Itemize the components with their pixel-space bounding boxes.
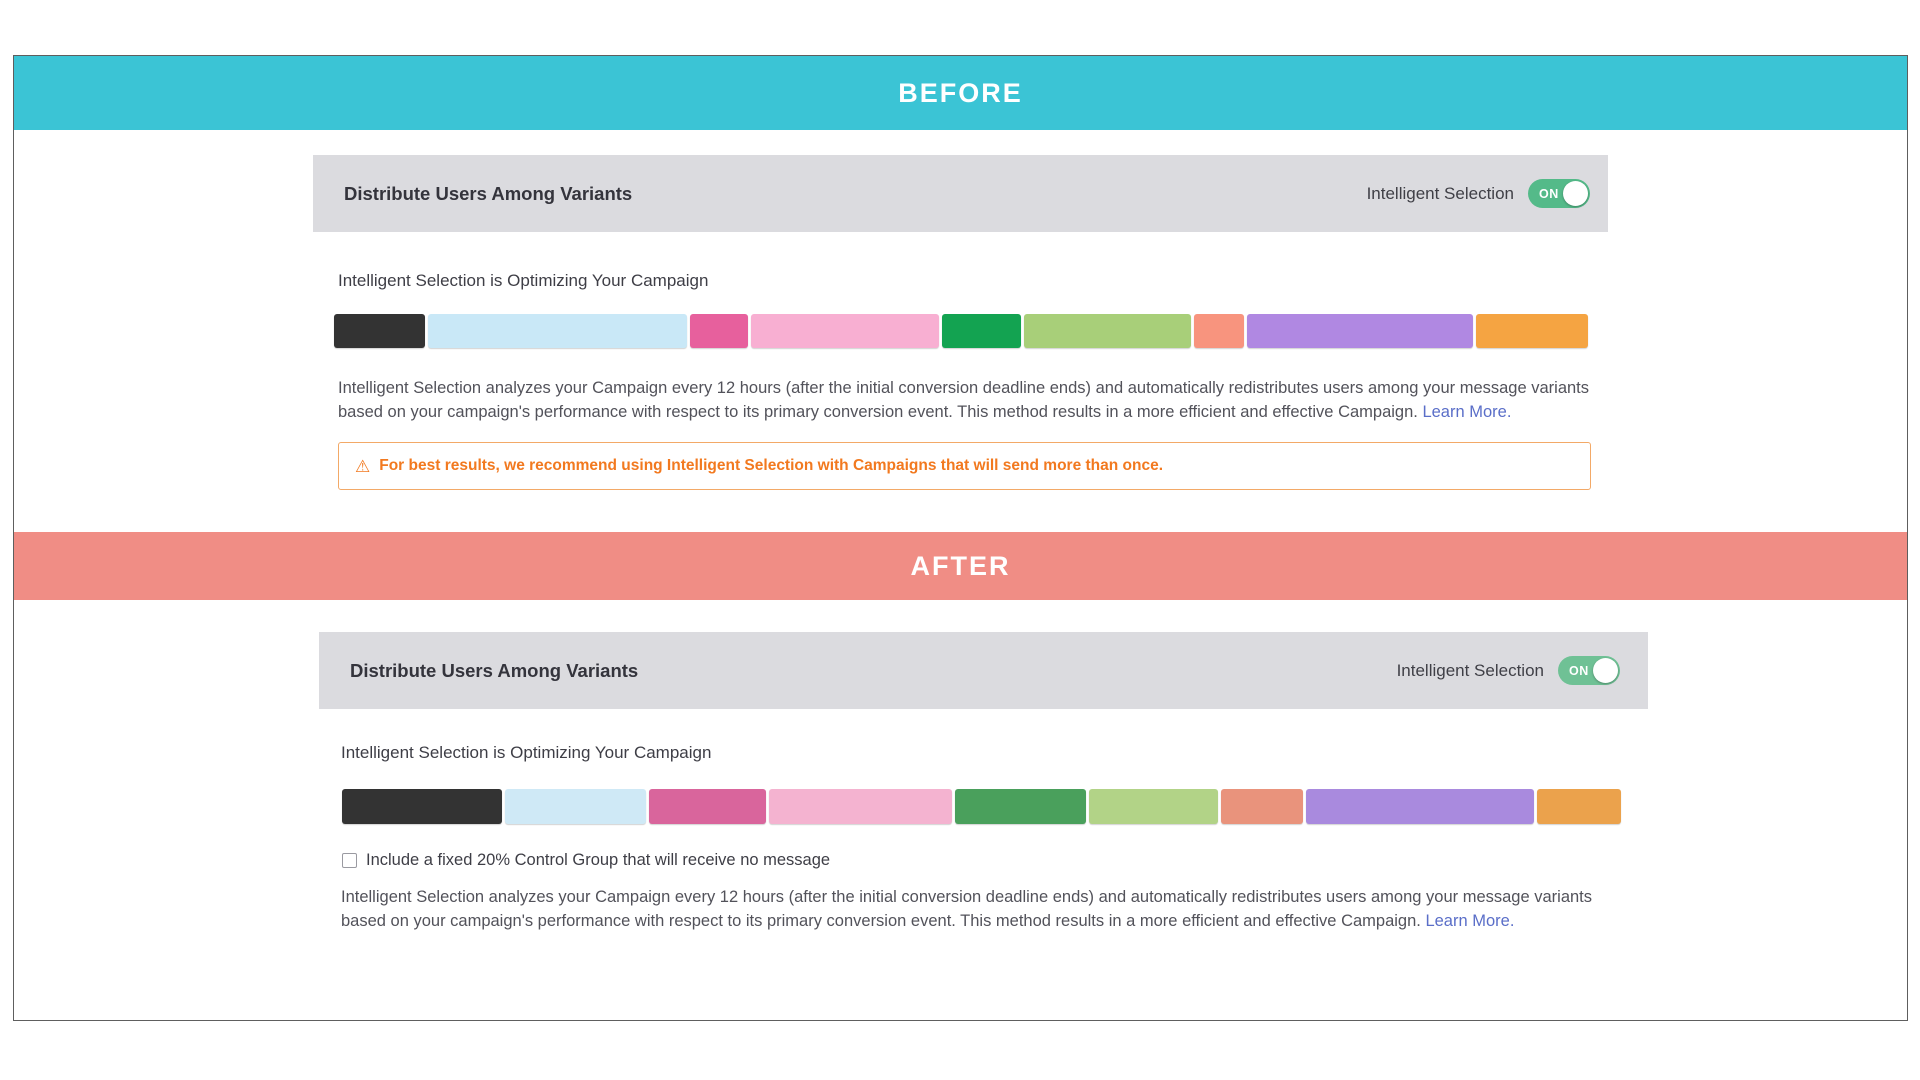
distribution-segment: [1024, 314, 1191, 348]
control-group-row: Include a fixed 20% Control Group that w…: [342, 851, 1907, 870]
distribution-segment: [342, 789, 502, 824]
after-section-header: Distribute Users Among Variants Intellig…: [319, 632, 1648, 709]
learn-more-link[interactable]: Learn More.: [1425, 912, 1515, 930]
toggle-knob: [1563, 181, 1588, 206]
toggle-state-text: ON: [1569, 663, 1589, 678]
toggle-label: Intelligent Selection: [1366, 183, 1514, 203]
distribution-segment: [955, 789, 1086, 824]
distribution-segment: [1088, 789, 1219, 824]
distribution-segment: [1306, 789, 1534, 824]
distribution-segment: [648, 789, 766, 824]
optimizing-label: Intelligent Selection is Optimizing Your…: [338, 271, 709, 290]
before-banner-label: BEFORE: [898, 77, 1023, 108]
toggle-group: Intelligent Selection ON: [1397, 656, 1620, 685]
toggle-group: Intelligent Selection ON: [1367, 179, 1590, 208]
comparison-frame: BEFORE Distribute Users Among Variants I…: [13, 55, 1908, 1021]
description-text: Intelligent Selection analyzes your Camp…: [341, 888, 1593, 930]
warning-triangle-icon: ⚠: [355, 456, 371, 476]
learn-more-link[interactable]: Learn More.: [1422, 403, 1512, 421]
distribution-segment: [1193, 314, 1245, 348]
before-banner: BEFORE: [14, 56, 1907, 130]
section-title: Distribute Users Among Variants: [350, 659, 639, 681]
toggle-label: Intelligent Selection: [1396, 660, 1544, 680]
toggle-state-text: ON: [1539, 186, 1559, 201]
optimizing-label: Intelligent Selection is Optimizing Your…: [341, 743, 712, 762]
after-banner: AFTER: [14, 532, 1907, 600]
distribution-segment: [1475, 314, 1588, 348]
before-section-header: Distribute Users Among Variants Intellig…: [313, 155, 1608, 232]
distribution-segment: [504, 789, 646, 824]
after-banner-label: AFTER: [910, 550, 1011, 581]
distribution-segment: [942, 314, 1022, 348]
variant-distribution-bar: [334, 314, 1588, 348]
section-title: Distribute Users Among Variants: [344, 182, 633, 204]
warning-box: ⚠ For best results, we recommend using I…: [338, 442, 1591, 490]
distribution-segment: [427, 314, 688, 348]
distribution-segment: [751, 314, 940, 348]
distribution-segment: [334, 314, 425, 348]
distribution-segment: [690, 314, 749, 348]
distribution-segment: [1221, 789, 1304, 824]
description-paragraph: Intelligent Selection analyzes your Camp…: [341, 885, 1611, 933]
intelligent-selection-toggle[interactable]: ON: [1528, 179, 1590, 208]
toggle-knob: [1593, 658, 1618, 683]
control-group-checkbox-label: Include a fixed 20% Control Group that w…: [366, 851, 831, 869]
distribution-segment: [1536, 789, 1621, 824]
description-paragraph: Intelligent Selection analyzes your Camp…: [338, 376, 1596, 424]
distribution-segment: [768, 789, 953, 824]
warning-text: For best results, we recommend using Int…: [379, 457, 1163, 474]
distribution-segment: [1247, 314, 1473, 348]
control-group-checkbox[interactable]: [342, 853, 357, 868]
variant-distribution-bar: [342, 789, 1621, 824]
intelligent-selection-toggle[interactable]: ON: [1558, 656, 1620, 685]
description-text: Intelligent Selection analyzes your Camp…: [338, 379, 1590, 421]
